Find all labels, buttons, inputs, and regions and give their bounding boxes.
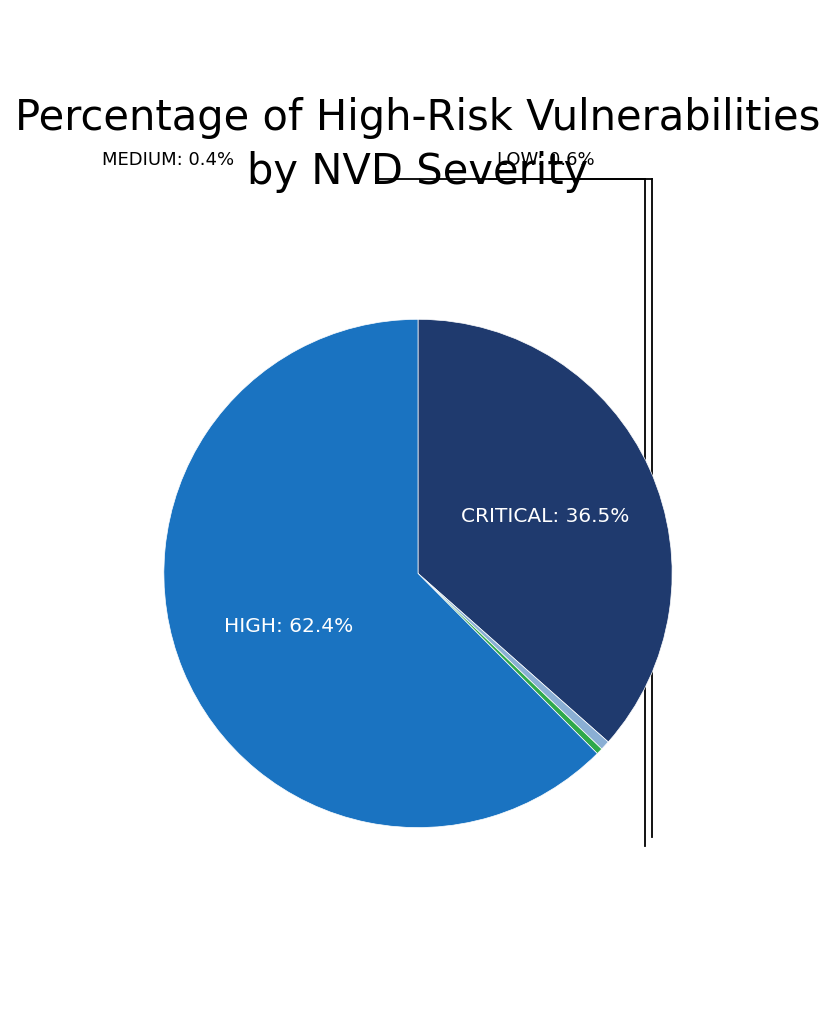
Wedge shape xyxy=(418,319,672,742)
Wedge shape xyxy=(418,573,602,754)
Text: Percentage of High-Risk Vulnerabilities
by NVD Severity: Percentage of High-Risk Vulnerabilities … xyxy=(15,97,821,193)
Wedge shape xyxy=(164,319,597,827)
Text: HIGH: 62.4%: HIGH: 62.4% xyxy=(224,617,354,636)
Text: MEDIUM: 0.4%: MEDIUM: 0.4% xyxy=(102,151,234,169)
Text: CRITICAL: 36.5%: CRITICAL: 36.5% xyxy=(461,507,630,525)
Text: LOW: 0.6%: LOW: 0.6% xyxy=(497,151,595,169)
Wedge shape xyxy=(418,573,609,749)
